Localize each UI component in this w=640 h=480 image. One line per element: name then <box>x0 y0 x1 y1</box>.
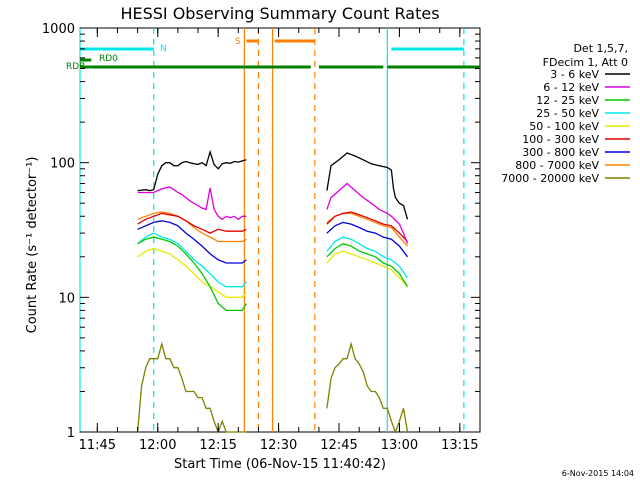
y-tick-label: 1 <box>67 426 75 441</box>
legend-entry-label: 3 - 6 keV <box>550 68 599 81</box>
series-line-7000-20000-kev <box>326 341 409 434</box>
y-axis: 1 10 100 1000 <box>42 22 480 441</box>
x-tick-label: 11:45 <box>79 438 116 453</box>
legend-title-line: FDecim 1, Att 0 <box>543 56 628 69</box>
chart-title: HESSI Observing Summary Count Rates <box>120 4 439 23</box>
x-tick-label: 12:00 <box>139 438 176 453</box>
series-line-7000-20000-kev <box>136 341 247 434</box>
x-tick-label: 13:00 <box>381 438 418 453</box>
series-lines <box>136 149 409 434</box>
y-tick-label: 10 <box>58 291 75 306</box>
series-line-6-12-kev <box>326 182 409 244</box>
x-tick-label: 12:45 <box>320 438 357 453</box>
legend-entry-label: 300 - 800 keV <box>522 146 599 159</box>
flag-bars: RDB RD0 N S <box>66 37 480 72</box>
legend-entry-label: 12 - 25 keV <box>536 94 599 107</box>
y-tick-label: 100 <box>50 157 75 172</box>
series-line-12-25-kev <box>326 242 409 288</box>
series-line-50-100-kev <box>326 250 408 288</box>
x-axis: 11:45 12:00 12:15 12:30 12:45 13:00 13:15 <box>79 28 479 453</box>
x-tick-label: 13:15 <box>441 438 478 453</box>
y-axis-label: Count Rate (s⁻¹ detector⁻¹) <box>25 157 40 334</box>
y-tick-label: 1000 <box>42 22 75 37</box>
series-line-300-800-kev <box>137 220 247 264</box>
x-tick-label: 12:15 <box>199 438 236 453</box>
legend-entry-label: 800 - 7000 keV <box>515 159 599 172</box>
legend-entry-label: 50 - 100 keV <box>529 120 599 133</box>
series-line-25-50-kev <box>137 232 247 288</box>
x-tick-label: 12:30 <box>260 438 297 453</box>
legend-entry-label: 100 - 300 keV <box>522 133 599 146</box>
date-stamp: 6-Nov-2015 14:04 <box>562 469 634 478</box>
series-line-300-800-kev <box>326 221 409 258</box>
series-line-100-300-kev <box>326 211 408 242</box>
vertical-markers <box>79 28 465 432</box>
flag-label-s: S <box>235 37 241 47</box>
series-line-3-6-kev <box>326 152 409 220</box>
legend-title-line: Det 1,5,7, <box>573 42 628 55</box>
x-axis-label: Start Time (06-Nov-15 11:40:42) <box>174 457 386 472</box>
legend-entry-label: 25 - 50 keV <box>536 107 599 120</box>
plot-area: RDB RD0 N S 1 10 100 1000 11:45 12:00 12:15 12:30… <box>42 22 481 453</box>
flag-label-rdb: RDB <box>66 62 85 72</box>
flag-label-n: N <box>160 44 167 54</box>
series-line-6-12-kev <box>137 186 247 221</box>
legend-entry-label: 7000 - 20000 keV <box>501 172 599 185</box>
series-line-50-100-kev <box>137 247 247 298</box>
series-line-3-6-kev <box>137 149 247 192</box>
series-line-12-25-kev <box>137 236 247 312</box>
series-line-25-50-kev <box>326 236 409 279</box>
legend-entry-label: 6 - 12 keV <box>543 81 599 94</box>
series-line-800-7000-kev <box>137 211 247 243</box>
series-line-100-300-kev <box>137 212 247 234</box>
flag-label-rd0: RD0 <box>99 54 118 64</box>
